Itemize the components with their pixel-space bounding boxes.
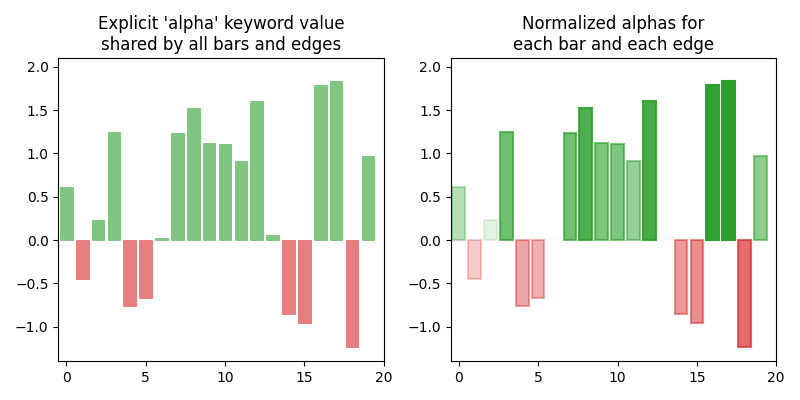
Bar <box>298 240 310 322</box>
Title: Explicit 'alpha' keyword value
shared by all bars and edges: Explicit 'alpha' keyword value shared by… <box>98 15 344 54</box>
Title: Normalized alphas for
each bar and each edge: Normalized alphas for each bar and each … <box>513 15 714 54</box>
Bar <box>532 240 545 298</box>
Bar <box>107 132 120 240</box>
Bar <box>76 240 89 279</box>
Bar <box>611 144 624 240</box>
Bar <box>155 238 168 240</box>
Bar <box>60 187 73 240</box>
Bar <box>658 235 671 240</box>
Bar <box>643 100 656 240</box>
Bar <box>595 143 608 240</box>
Bar <box>139 240 152 298</box>
Bar <box>187 108 200 240</box>
Bar <box>234 161 247 240</box>
Bar <box>468 240 481 279</box>
Bar <box>250 100 263 240</box>
Bar <box>123 240 136 306</box>
Bar <box>500 132 513 240</box>
Bar <box>453 187 465 240</box>
Bar <box>282 240 295 314</box>
Bar <box>579 108 592 240</box>
Bar <box>754 156 766 240</box>
Bar <box>202 143 215 240</box>
Bar <box>548 238 560 240</box>
Bar <box>722 81 735 240</box>
Bar <box>484 220 497 240</box>
Bar <box>266 235 279 240</box>
Bar <box>563 133 576 240</box>
Bar <box>627 161 640 240</box>
Bar <box>362 156 374 240</box>
Bar <box>516 240 529 306</box>
Bar <box>314 85 326 240</box>
Bar <box>690 240 703 322</box>
Bar <box>218 144 231 240</box>
Bar <box>674 240 687 314</box>
Bar <box>346 240 358 347</box>
Bar <box>738 240 751 347</box>
Bar <box>171 133 184 240</box>
Bar <box>92 220 104 240</box>
Bar <box>706 85 719 240</box>
Bar <box>330 81 342 240</box>
